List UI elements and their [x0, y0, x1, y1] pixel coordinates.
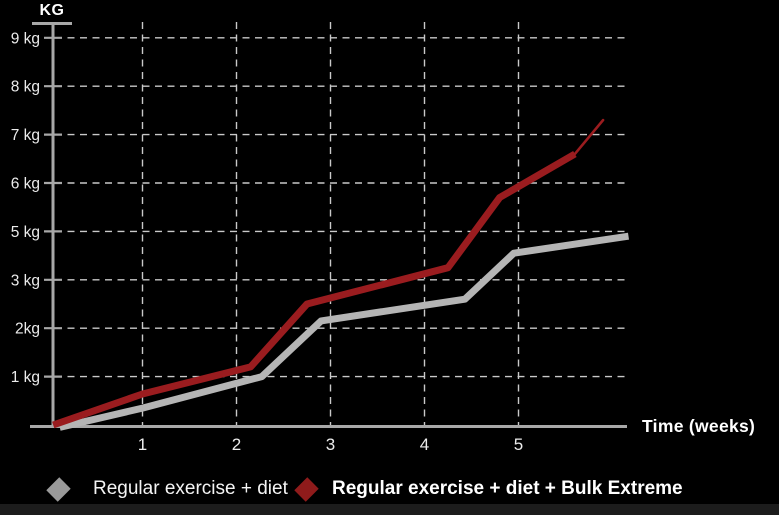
legend-label: Regular exercise + diet	[93, 478, 288, 499]
x-axis-title: Time (weeks)	[642, 416, 756, 436]
legend-label: Regular exercise + diet + Bulk Extreme	[332, 478, 683, 499]
red-diamond-icon	[293, 476, 319, 502]
y-axis-title: KG	[39, 2, 65, 19]
svg-text:6 kg: 6 kg	[11, 176, 40, 193]
legend-item-bulk-extreme: Regular exercise + diet + Bulk Extreme	[293, 476, 683, 502]
legend-item-regular-exercise: Regular exercise + diet	[45, 476, 288, 502]
svg-text:1 kg: 1 kg	[11, 369, 40, 386]
svg-text:1: 1	[138, 435, 147, 454]
svg-text:5: 5	[514, 435, 523, 454]
svg-text:2: 2	[232, 435, 241, 454]
y-axis-title-underline	[32, 22, 72, 25]
svg-text:8 kg: 8 kg	[11, 79, 40, 96]
bottom-strip	[0, 504, 779, 515]
legend-marker-box	[45, 476, 71, 502]
svg-text:7 kg: 7 kg	[11, 127, 40, 144]
weight-gain-line-chart: 1 kg 2kg 3 kg 5 kg 6 kg 7 kg 8 kg 9 kg 1 2 3 4 5	[11, 22, 630, 454]
svg-text:4: 4	[420, 435, 429, 454]
svg-text:5 kg: 5 kg	[11, 224, 40, 241]
svg-text:3 kg: 3 kg	[11, 272, 40, 289]
gray-diamond-icon	[45, 476, 71, 502]
svg-text:9 kg: 9 kg	[11, 30, 40, 47]
svg-text:2kg: 2kg	[15, 321, 40, 338]
legend-marker-box	[293, 476, 319, 502]
svg-text:3: 3	[326, 435, 335, 454]
